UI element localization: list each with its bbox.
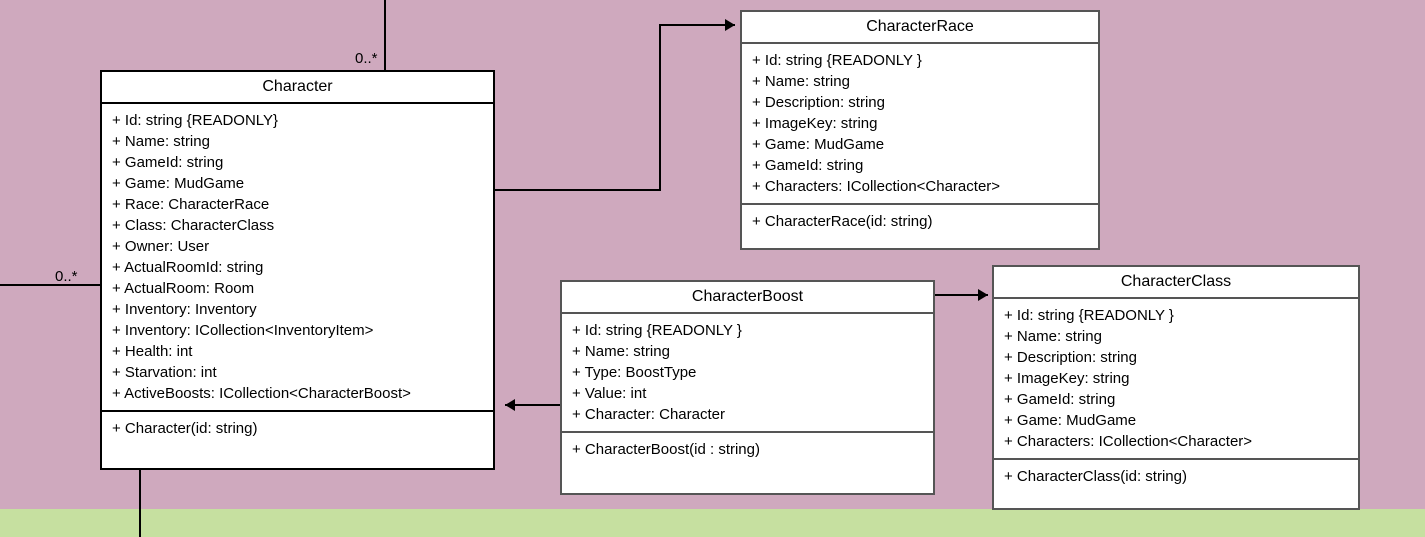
uml-member: + Game: MudGame — [112, 173, 483, 194]
uml-member: + GameId: string — [752, 155, 1088, 176]
uml-member: + Id: string {READONLY} — [112, 110, 483, 131]
uml-member: + Starvation: int — [112, 362, 483, 383]
uml-member: + ImageKey: string — [752, 113, 1088, 134]
diagram-bottom-strip — [0, 509, 1425, 537]
uml-member: + Character(id: string) — [112, 418, 483, 439]
uml-member: + Id: string {READONLY } — [752, 50, 1088, 71]
class-character-boost-attrs: + Id: string {READONLY }+ Name: string+ … — [562, 314, 933, 433]
uml-member: + Type: BoostType — [572, 362, 923, 383]
uml-member: + Inventory: ICollection<InventoryItem> — [112, 320, 483, 341]
uml-member: + Name: string — [752, 71, 1088, 92]
uml-member: + Value: int — [572, 383, 923, 404]
uml-member: + Characters: ICollection<Character> — [1004, 431, 1348, 452]
uml-member: + Class: CharacterClass — [112, 215, 483, 236]
uml-member: + Inventory: Inventory — [112, 299, 483, 320]
class-character-boost-title: CharacterBoost — [562, 282, 933, 314]
uml-member: + Game: MudGame — [752, 134, 1088, 155]
uml-member: + ActualRoom: Room — [112, 278, 483, 299]
class-character-race-ops: + CharacterRace(id: string) — [742, 205, 1098, 238]
class-character-class-ops: + CharacterClass(id: string) — [994, 460, 1358, 493]
uml-member: + Name: string — [1004, 326, 1348, 347]
class-character-boost: CharacterBoost + Id: string {READONLY }+… — [560, 280, 935, 495]
uml-member: + Name: string — [572, 341, 923, 362]
uml-member: + GameId: string — [1004, 389, 1348, 410]
class-character-race: CharacterRace + Id: string {READONLY }+ … — [740, 10, 1100, 250]
uml-member: + Character: Character — [572, 404, 923, 425]
uml-member: + Name: string — [112, 131, 483, 152]
class-character-race-attrs: + Id: string {READONLY }+ Name: string+ … — [742, 44, 1098, 205]
uml-member: + Id: string {READONLY } — [1004, 305, 1348, 326]
uml-member: + ActiveBoosts: ICollection<CharacterBoo… — [112, 383, 483, 404]
uml-member: + Description: string — [1004, 347, 1348, 368]
class-character-class: CharacterClass + Id: string {READONLY }+… — [992, 265, 1360, 510]
class-character: Character + Id: string {READONLY}+ Name:… — [100, 70, 495, 470]
uml-member: + ActualRoomId: string — [112, 257, 483, 278]
uml-member: + CharacterClass(id: string) — [1004, 466, 1348, 487]
uml-member: + GameId: string — [112, 152, 483, 173]
multiplicity-top: 0..* — [355, 50, 378, 67]
class-character-class-attrs: + Id: string {READONLY }+ Name: string+ … — [994, 299, 1358, 460]
uml-member: + Owner: User — [112, 236, 483, 257]
class-character-race-title: CharacterRace — [742, 12, 1098, 44]
class-character-attrs: + Id: string {READONLY}+ Name: string+ G… — [102, 104, 493, 412]
class-character-ops: + Character(id: string) — [102, 412, 493, 445]
multiplicity-left: 0..* — [55, 268, 78, 285]
uml-member: + CharacterRace(id: string) — [752, 211, 1088, 232]
class-character-boost-ops: + CharacterBoost(id : string) — [562, 433, 933, 466]
uml-member: + Description: string — [752, 92, 1088, 113]
uml-member: + CharacterBoost(id : string) — [572, 439, 923, 460]
uml-member: + Health: int — [112, 341, 483, 362]
uml-member: + Race: CharacterRace — [112, 194, 483, 215]
class-character-title: Character — [102, 72, 493, 104]
uml-member: + Id: string {READONLY } — [572, 320, 923, 341]
uml-member: + Game: MudGame — [1004, 410, 1348, 431]
uml-member: + ImageKey: string — [1004, 368, 1348, 389]
class-character-class-title: CharacterClass — [994, 267, 1358, 299]
uml-member: + Characters: ICollection<Character> — [752, 176, 1088, 197]
